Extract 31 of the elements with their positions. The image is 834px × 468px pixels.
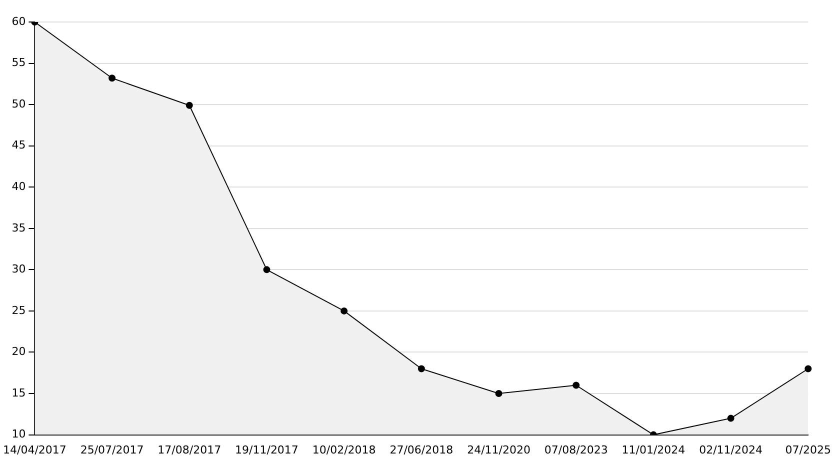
- y-tick-label: 10: [12, 428, 26, 441]
- y-tick-label: 25: [12, 304, 26, 317]
- y-tick-label: 35: [12, 221, 26, 234]
- x-tick-label: 07/2025: [785, 443, 832, 456]
- point: [572, 382, 580, 389]
- point: [263, 266, 270, 274]
- y-tick-label: 15: [12, 386, 26, 400]
- y-tick-label: 60: [12, 14, 26, 28]
- point: [727, 414, 734, 422]
- x-tick-label: 14/04/2017: [2, 443, 66, 456]
- y-tick-label: 40: [12, 180, 26, 193]
- point: [108, 74, 116, 82]
- point: [418, 365, 425, 372]
- x-tick-label: 25/07/2017: [80, 443, 144, 456]
- y-tick-label: 45: [12, 138, 26, 152]
- y-tick-label: 20: [12, 345, 26, 358]
- point: [495, 390, 502, 398]
- y-tick-label: 30: [12, 262, 26, 276]
- x-tick-label: 24/11/2020: [467, 443, 530, 456]
- x-tick-label: 17/08/2017: [158, 443, 222, 456]
- point: [186, 102, 193, 109]
- point: [340, 307, 348, 314]
- y-tick-label: 55: [12, 56, 26, 70]
- x-tick-label: 11/01/2024: [622, 443, 686, 456]
- x-tick-label: 10/02/2018: [312, 443, 376, 456]
- x-tick-label: 19/11/2017: [235, 443, 298, 456]
- x-tick-label: 07/08/2023: [544, 443, 608, 456]
- x-tick-label: 02/11/2024: [699, 443, 763, 456]
- y-tick-label: 50: [12, 97, 26, 110]
- point: [804, 365, 812, 372]
- x-tick-label: 27/06/2018: [390, 443, 454, 456]
